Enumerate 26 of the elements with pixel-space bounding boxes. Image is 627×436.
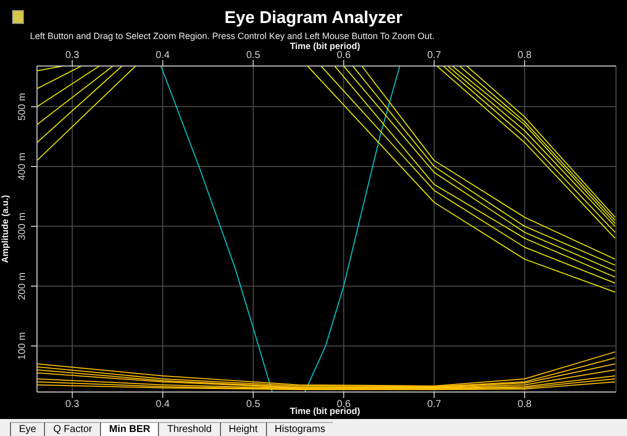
x-tick-label: 0.5 — [246, 50, 261, 61]
y-tick-label: 200 m — [17, 272, 28, 300]
text: Threshold — [158, 422, 220, 436]
y-tick-label: 100 m — [17, 332, 28, 360]
x2-tick-label: 0.4 — [156, 399, 170, 410]
x-tick-label: 0.8 — [518, 50, 532, 61]
chart-subtitle: Left Button and Drag to Select Zoom Region. Press Control Key and Left Mouse Button To Zoom Out. — [30, 31, 435, 41]
chart-title: Eye Diagram Analyzer — [224, 8, 404, 28]
y-axis-title: Amplitude (a.u.) — [0, 195, 10, 263]
x2-tick-label: 0.7 — [427, 399, 442, 410]
text: Histograms — [266, 422, 334, 436]
text: Q Factor — [44, 422, 100, 436]
text: Height — [220, 422, 266, 436]
text: Min BER — [100, 422, 158, 436]
x-tick-label: 0.4 — [156, 50, 170, 61]
x-tick-label: 0.6 — [336, 50, 352, 61]
x2-tick-label: 0.3 — [65, 399, 80, 410]
y-tick-label: 400 m — [17, 152, 28, 180]
x-tick-label: 0.7 — [427, 50, 442, 61]
x-tick-label: 0.3 — [65, 50, 80, 61]
x2-axis-title: Time (bit period) — [288, 41, 362, 51]
x2-tick-label: 0.5 — [246, 399, 261, 410]
y-tick-label: 500 m — [17, 92, 28, 121]
x2-tick-label: 0.8 — [518, 399, 532, 410]
text: Eye — [10, 422, 44, 436]
y-tick-label: 300 m — [17, 212, 28, 240]
